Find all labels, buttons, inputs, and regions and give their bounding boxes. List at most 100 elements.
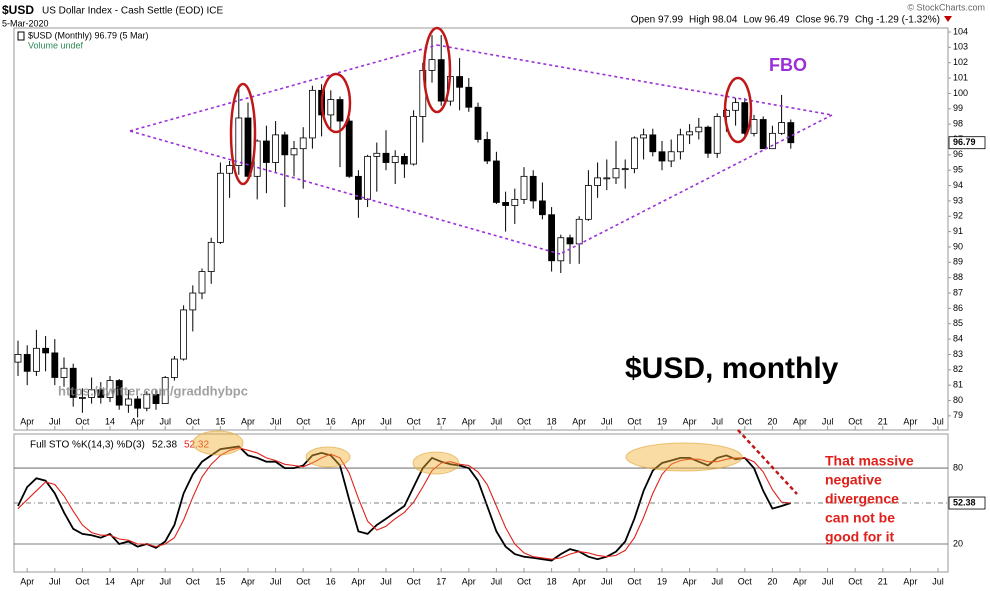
legend: $USD (Monthly) 96.79 (5 Mar) [28,30,149,40]
value-box [948,496,986,510]
candle-body [658,151,666,162]
candle-body [483,139,491,162]
watermark: https://twitter.com/graddhybpc [58,383,248,398]
candle-body [667,151,675,162]
x-tick-label: 16 [326,576,336,586]
y-tick-label: 81 [953,380,963,390]
candle-body [603,177,611,180]
candle-body [640,134,647,139]
x-tick-label: 18 [547,576,557,586]
candle-body [134,398,142,409]
x-tick-label: Apr [793,416,807,426]
candle-body [97,389,105,398]
candle-body [115,380,123,406]
circle [320,72,352,134]
diamond-edge [436,44,833,116]
x-tick-label: Apr [462,416,476,426]
x-tick-label: Oct [848,576,863,586]
copyright: © StockCharts.com [907,2,985,12]
down-arrow [944,16,952,22]
x-tick-label: Jul [49,416,61,426]
candle-body [704,126,712,154]
candle-body [42,347,49,354]
x-tick-label: Apr [683,576,697,586]
candle-body [732,102,739,111]
candle-body [216,172,224,243]
y-tick-label: 91 [953,226,963,236]
x-tick-label: Jul [159,576,171,586]
candle-body [327,99,335,116]
x-tick-label: Oct [186,576,201,586]
candle-body [226,165,234,174]
quote-item: Open 97.99 [631,15,684,26]
x-tick-label: Oct [407,416,422,426]
candle-body [759,119,767,150]
candle-body [33,347,40,372]
legend-icon [17,31,25,41]
candle-body [400,155,408,165]
comment: That massive negative divergence can not… [825,453,914,545]
candle-body [649,134,657,153]
x-tick-label: Oct [848,416,863,426]
candle-body [391,155,399,163]
comment-line: divergence [825,491,899,507]
y-tick-label: 84 [953,333,963,343]
x-tick-label: Oct [517,416,532,426]
x-tick-label: 19 [657,416,667,426]
candle-body [520,175,528,200]
x-tick-label: 20 [767,416,777,426]
x-tick-label: 21 [878,576,888,586]
candle-body [143,393,151,409]
y-tick-label: 101 [953,72,968,82]
candle-body [152,393,160,404]
x-tick-label: Jul [159,416,171,426]
x-tick-label: Apr [241,576,255,586]
candle-body [79,397,86,399]
highlights [192,430,743,475]
x-tick-label: Oct [738,576,753,586]
y-tick-label: 83 [953,349,963,359]
x-tick-label: Jul [711,576,723,586]
y-tick-label: 95 [953,165,963,175]
candle-body [88,389,95,398]
candle-body [170,358,178,378]
indicator-legend: Full STO %K(14,3) %D(3) [30,440,145,451]
x-tick-label: Apr [351,576,365,586]
candle-body [23,354,31,372]
candle-body [244,117,252,177]
y-tick-label: 99 [953,103,963,113]
candle-body [106,380,114,398]
x-tick-label: Jul [601,416,613,426]
candle-body [60,367,68,378]
quote-item: Close 96.79 [796,15,850,26]
y-tick-label: 89 [953,257,963,267]
highlight [192,430,244,456]
candle-body [207,241,215,272]
y-tick-label: 94 [953,180,963,190]
value-box [948,136,986,150]
x-tick-label: Oct [296,576,311,586]
candle-body [677,134,684,153]
x-tick-label: 14 [105,576,115,586]
candle-body [456,76,464,88]
x-tick-label: Jul [270,416,282,426]
x-tick-label: Jul [380,576,392,586]
candle-body [465,86,473,108]
x-tick-label: Apr [131,576,145,586]
candle-body [594,177,601,186]
value-box-label: 52.38 [953,497,976,507]
y-tick-label: 80 [953,462,963,472]
candle-body [492,160,500,203]
x-tick-label: 15 [215,576,225,586]
comment-line: negative [825,472,882,488]
x-tick-label: 17 [436,576,446,586]
quote-item: Chg -1.29 (-1.32%) [855,15,940,26]
x-tick-label: Oct [296,416,311,426]
x-tick-label: 20 [767,576,777,586]
x-tick-label: Oct [627,416,642,426]
x-tick-label: Oct [517,576,532,586]
candle-body [299,137,307,150]
y-tick-label: 82 [953,364,963,374]
x-tick-label: Jul [380,416,392,426]
